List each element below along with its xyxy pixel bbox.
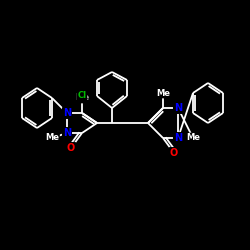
Text: Me: Me [186,134,200,142]
Text: N: N [174,103,182,113]
Text: Cl: Cl [78,92,86,100]
Text: N: N [63,128,71,138]
Text: O: O [67,143,75,153]
Text: Me: Me [75,94,89,102]
Text: Me: Me [45,134,59,142]
Text: Me: Me [156,88,170,98]
Text: N: N [174,133,182,143]
Text: O: O [170,148,178,158]
Text: N: N [63,108,71,118]
